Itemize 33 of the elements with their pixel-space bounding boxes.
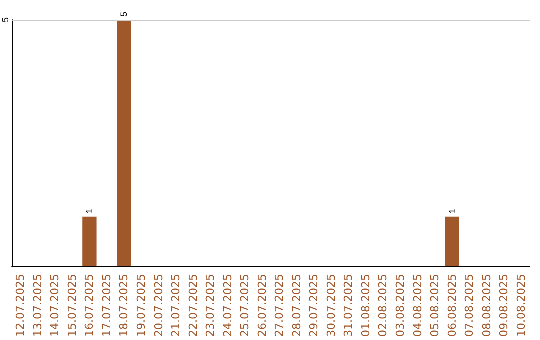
x-tick-label: 10.08.2025 [514, 274, 528, 338]
x-tick-label: 09.08.2025 [498, 274, 511, 338]
data-label: 5 [119, 12, 130, 17]
data-label: 1 [447, 208, 458, 214]
x-tick-label: 13.07.2025 [31, 274, 44, 338]
x-tick-label: 21.07.2025 [170, 274, 183, 338]
x-tick-label: 22.07.2025 [186, 274, 200, 338]
x-tick-label: 30.07.2025 [324, 274, 338, 338]
x-tick-label: 20.07.2025 [152, 274, 166, 338]
x-tick-label: 05.08.2025 [428, 274, 442, 338]
x-tick-label: 24.07.2025 [221, 274, 234, 338]
x-tick-label: 31.07.2025 [342, 274, 356, 338]
x-tick-label: 26.07.2025 [256, 274, 269, 338]
x-tick-label: 28.07.2025 [290, 274, 304, 338]
x-tick-label: 23.07.2025 [204, 274, 218, 338]
x-tick-label: 15.07.2025 [66, 274, 79, 338]
x-tick-label: 14.07.2025 [48, 274, 62, 338]
x-tick-label: 06.08.2025 [446, 274, 459, 338]
x-tick-label: 03.08.2025 [394, 274, 407, 338]
x-tick-label: 12.07.2025 [14, 274, 28, 338]
x-tick-label: 18.07.2025 [118, 274, 131, 338]
x-tick-label: 29.07.2025 [308, 274, 321, 338]
x-tick-label: 27.07.2025 [273, 274, 286, 338]
x-tick-label: 02.08.2025 [376, 274, 390, 338]
x-tick-label: 08.08.2025 [480, 274, 494, 338]
x-tick-label: 07.08.2025 [463, 274, 476, 338]
x-tick-label: 19.07.2025 [135, 274, 148, 338]
x-tick-label: 16.07.2025 [83, 274, 96, 338]
data-label: 1 [84, 208, 95, 214]
x-tick-label: 04.08.2025 [411, 274, 424, 338]
x-tick-label: 01.08.2025 [359, 274, 372, 338]
x-tick-label: 17.07.2025 [100, 274, 114, 338]
x-tick-label: 25.07.2025 [238, 274, 252, 338]
